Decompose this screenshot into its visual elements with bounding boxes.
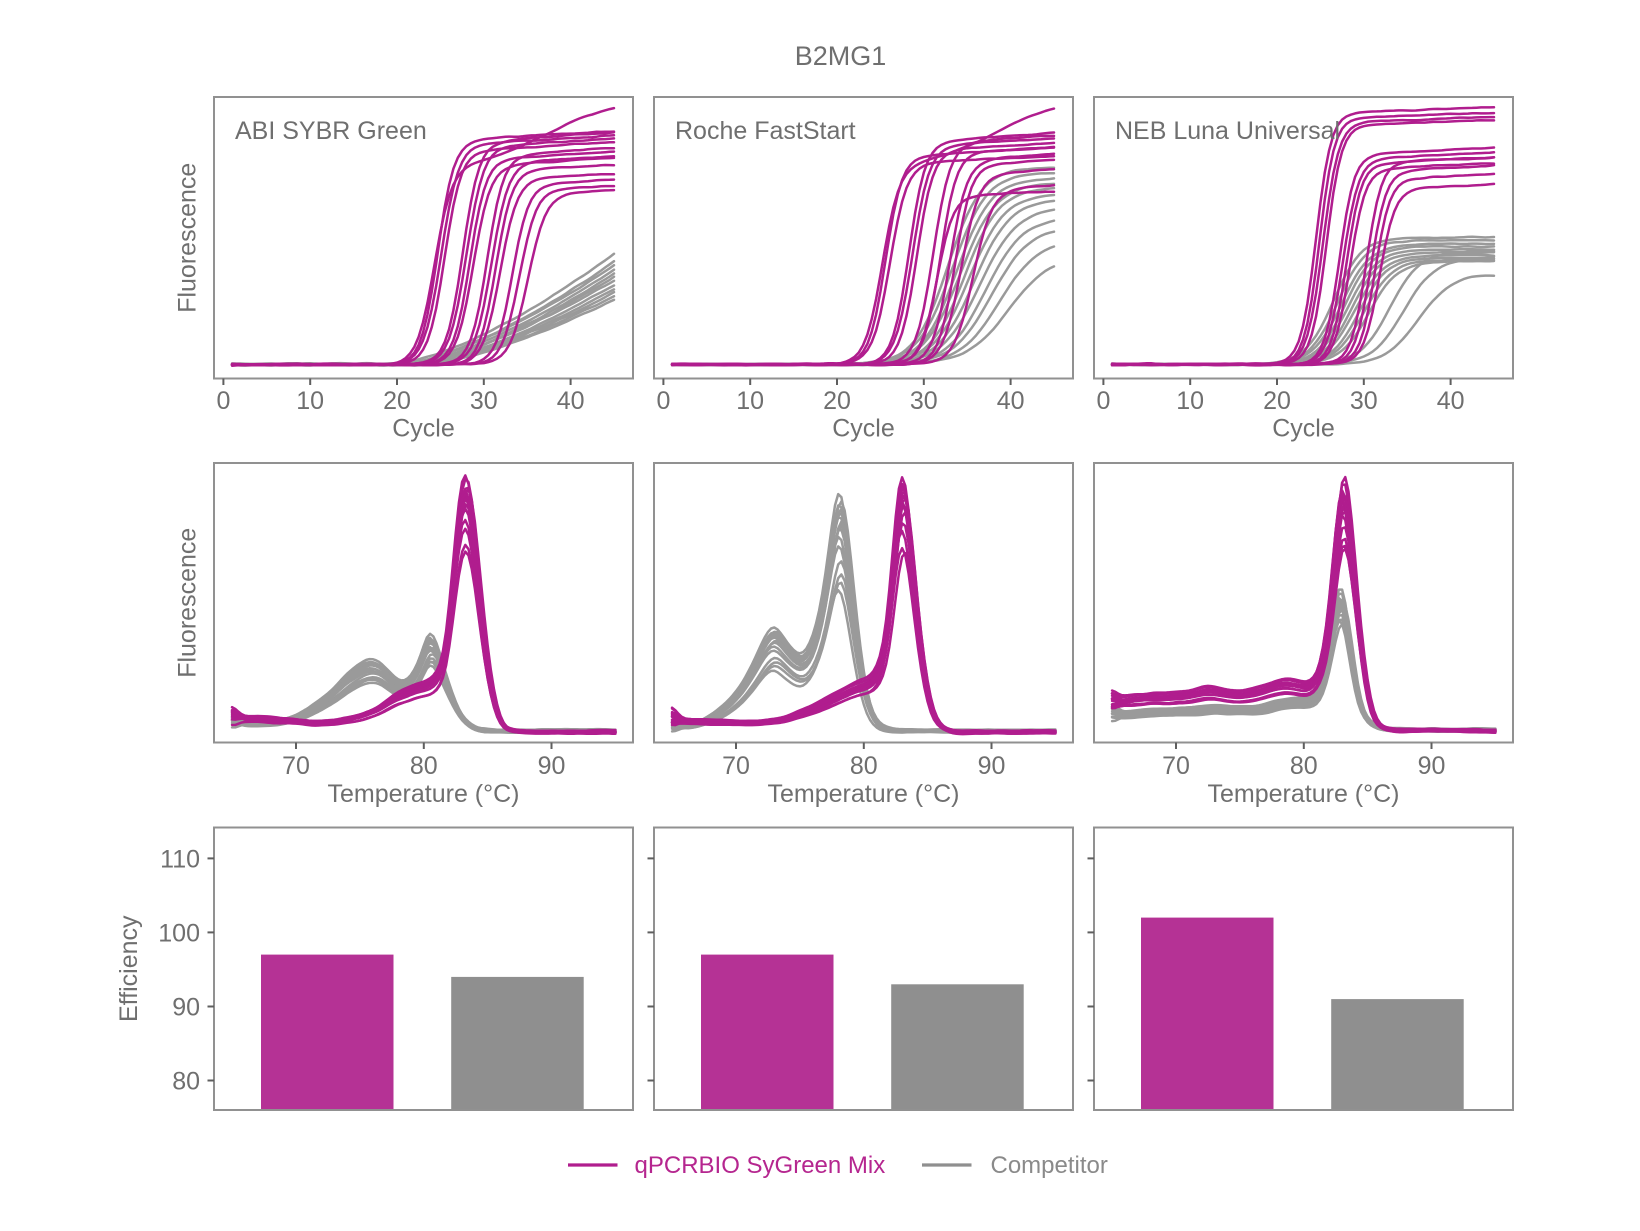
svg-text:0: 0 <box>656 387 670 415</box>
svg-text:10: 10 <box>296 387 324 415</box>
svg-text:10: 10 <box>736 387 764 415</box>
svg-text:40: 40 <box>557 387 585 415</box>
svg-text:110: 110 <box>160 845 200 873</box>
svg-text:Cycle: Cycle <box>832 415 895 443</box>
svg-text:90: 90 <box>172 993 200 1021</box>
svg-text:Temperature (°C): Temperature (°C) <box>1208 780 1400 808</box>
svg-text:20: 20 <box>823 387 851 415</box>
svg-text:30: 30 <box>470 387 498 415</box>
svg-text:Temperature (°C): Temperature (°C) <box>328 780 520 808</box>
svg-text:Competitor: Competitor <box>991 1152 1108 1179</box>
svg-text:90: 90 <box>978 752 1006 780</box>
svg-text:20: 20 <box>383 387 411 415</box>
svg-text:30: 30 <box>910 387 938 415</box>
svg-text:Temperature (°C): Temperature (°C) <box>768 780 960 808</box>
svg-text:qPCRBIO SyGreen Mix: qPCRBIO SyGreen Mix <box>635 1152 886 1179</box>
svg-text:80: 80 <box>850 752 878 780</box>
svg-text:0: 0 <box>216 387 230 415</box>
svg-text:40: 40 <box>997 387 1025 415</box>
svg-text:ABI SYBR Green: ABI SYBR Green <box>235 117 427 145</box>
svg-text:Efficiency: Efficiency <box>115 915 143 1022</box>
svg-text:40: 40 <box>1437 387 1465 415</box>
svg-text:90: 90 <box>1418 752 1446 780</box>
svg-text:80: 80 <box>172 1068 200 1096</box>
svg-text:B2MG1: B2MG1 <box>795 41 887 71</box>
svg-text:NEB Luna Universal: NEB Luna Universal <box>1115 117 1340 145</box>
svg-text:70: 70 <box>1162 752 1190 780</box>
svg-text:Cycle: Cycle <box>392 415 455 443</box>
svg-text:80: 80 <box>410 752 438 780</box>
svg-text:Fluorescence: Fluorescence <box>174 163 202 313</box>
svg-text:0: 0 <box>1096 387 1110 415</box>
svg-text:10: 10 <box>1176 387 1204 415</box>
svg-text:70: 70 <box>282 752 310 780</box>
svg-text:Fluorescence: Fluorescence <box>174 528 202 678</box>
svg-text:30: 30 <box>1350 387 1378 415</box>
svg-text:90: 90 <box>538 752 566 780</box>
svg-text:20: 20 <box>1263 387 1291 415</box>
svg-text:80: 80 <box>1290 752 1318 780</box>
svg-text:Roche FastStart: Roche FastStart <box>675 117 856 145</box>
svg-text:70: 70 <box>722 752 750 780</box>
svg-text:Cycle: Cycle <box>1272 415 1335 443</box>
svg-text:100: 100 <box>158 919 200 947</box>
